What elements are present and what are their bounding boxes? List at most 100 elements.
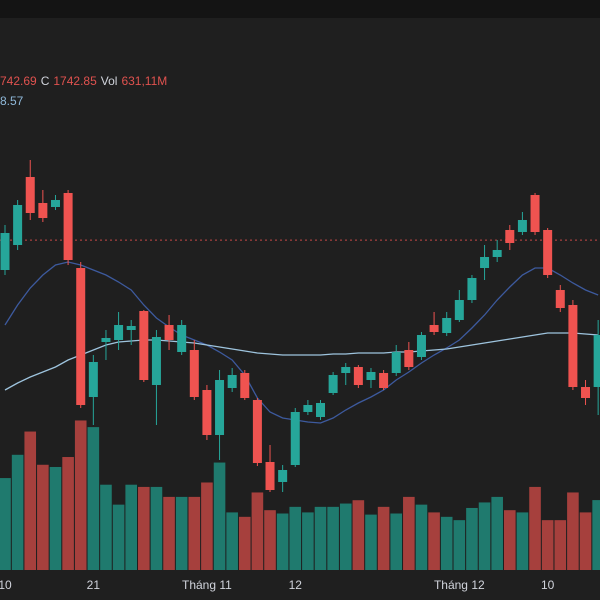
volume-bar xyxy=(390,513,403,570)
candle-body xyxy=(114,325,124,340)
candle-body xyxy=(505,230,515,243)
volume-bar xyxy=(276,513,289,570)
candle-body xyxy=(316,403,325,417)
candle-body xyxy=(416,335,426,357)
candle-body xyxy=(328,375,338,393)
candle-body xyxy=(593,335,600,387)
volume-bar xyxy=(163,496,175,570)
volume-bar xyxy=(201,482,213,570)
legend-text: C xyxy=(41,74,50,88)
candle-body xyxy=(517,220,527,232)
candle-body xyxy=(101,338,111,342)
volume-bar xyxy=(251,492,264,570)
volume-bar xyxy=(226,512,238,570)
candle-body xyxy=(240,373,250,398)
candle-body xyxy=(353,367,363,385)
x-tick-label: Tháng 11 xyxy=(182,578,232,592)
candle-body xyxy=(492,250,502,257)
candle-body xyxy=(177,325,187,352)
candle-body xyxy=(555,290,565,308)
volume-bar xyxy=(491,496,503,570)
candle-body xyxy=(303,405,313,412)
legend-text: Vol xyxy=(101,74,118,88)
candle-body xyxy=(126,326,136,330)
candle-body xyxy=(139,311,149,380)
candle-body xyxy=(568,305,578,387)
volume-bar xyxy=(49,466,62,570)
volume-bar xyxy=(567,492,579,570)
volume-bar xyxy=(403,496,415,570)
candle-body xyxy=(543,230,553,275)
legend-text: 1742.85 xyxy=(53,74,97,88)
volume-bar xyxy=(541,520,554,570)
candle-body xyxy=(290,412,300,465)
volume-bar xyxy=(516,512,529,570)
volume-bar xyxy=(264,510,276,570)
candle-body xyxy=(404,350,414,367)
volume-bar xyxy=(213,462,226,570)
candle-body xyxy=(0,233,10,270)
volume-bar xyxy=(150,486,163,570)
volume-bar xyxy=(0,478,11,570)
ma-legend-value: 8.57 xyxy=(0,94,24,108)
legend: 742.69 C 1742.85 Vol 631,11M 8.57 xyxy=(0,74,167,108)
volume-bar xyxy=(339,503,352,570)
volume-bar xyxy=(289,506,302,570)
volume-bar xyxy=(453,520,466,570)
volume-bar xyxy=(365,514,377,570)
volume-bar xyxy=(554,520,567,570)
volume-bar xyxy=(238,516,251,570)
volume-bar xyxy=(529,486,541,570)
moving-average-line xyxy=(4,261,599,424)
volume-bar xyxy=(112,504,125,570)
volume-bar xyxy=(440,516,453,570)
candle-body xyxy=(391,352,401,373)
volume-bar xyxy=(74,420,87,570)
candle-body xyxy=(480,257,490,268)
candle-body xyxy=(278,470,288,482)
volume-bar xyxy=(125,484,137,570)
candle-body xyxy=(341,367,351,373)
x-tick-label: 21 xyxy=(87,578,101,592)
candle-body xyxy=(189,350,199,397)
volume-bar xyxy=(11,454,24,570)
candle-body xyxy=(13,205,23,245)
volume-bar xyxy=(466,507,478,570)
candle-body xyxy=(63,193,73,260)
candle-body xyxy=(88,362,98,397)
volume-bar xyxy=(415,504,428,570)
candle-body xyxy=(581,387,591,398)
candle-body xyxy=(25,177,35,213)
volume-bar xyxy=(24,431,37,570)
volume-bar xyxy=(37,464,49,570)
candle-body xyxy=(151,337,161,385)
volume-bar xyxy=(504,510,516,570)
volume-bar xyxy=(478,502,491,570)
volume-bar xyxy=(62,457,74,570)
candle-body xyxy=(442,318,452,333)
volume-bar xyxy=(327,506,339,570)
legend-text: 742.69 xyxy=(0,74,37,88)
x-axis-strip xyxy=(0,570,600,600)
volume-bar xyxy=(377,506,390,570)
candle-body xyxy=(252,400,262,463)
candle-body xyxy=(379,373,389,388)
candle-body xyxy=(38,203,48,218)
candle-body xyxy=(227,375,237,388)
candle-body xyxy=(454,300,464,320)
candle-body xyxy=(429,325,439,332)
volume-bar xyxy=(188,496,201,570)
candle-body xyxy=(50,200,60,207)
top-bar xyxy=(0,0,600,18)
volume-bar xyxy=(428,512,440,570)
moving-average-line xyxy=(4,332,599,391)
candle-body xyxy=(366,372,376,380)
volume-bar xyxy=(175,496,188,570)
x-tick-label: 10 xyxy=(541,578,555,592)
volume-bar xyxy=(87,427,100,570)
candle-body xyxy=(202,390,212,435)
candle-body xyxy=(265,462,275,490)
volume-bar xyxy=(100,484,112,570)
